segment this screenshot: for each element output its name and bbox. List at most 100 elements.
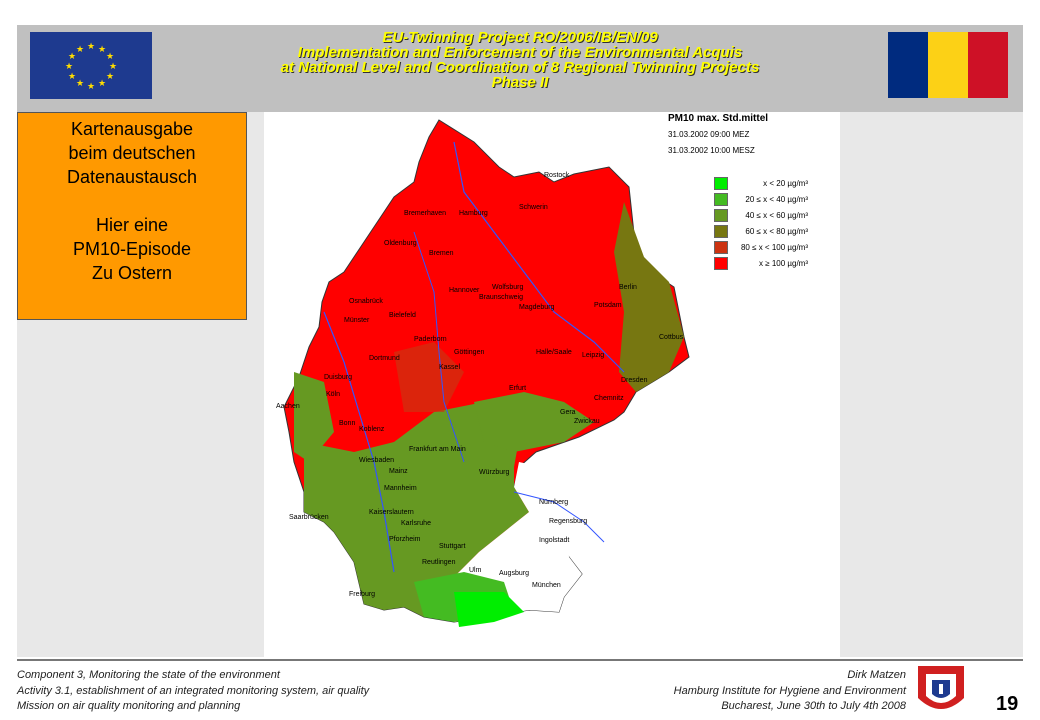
city-label: Hamburg	[459, 210, 488, 217]
romania-flag-icon	[888, 32, 1008, 98]
page-number: 19	[996, 693, 1019, 715]
pm10-map: Rostock Bremerhaven Hamburg Schwerin Old…	[264, 112, 840, 657]
svg-text:★: ★	[109, 62, 117, 72]
header-band	[17, 25, 1023, 112]
callout-line: Hier eine	[95, 215, 169, 235]
city-label: Magdeburg	[519, 304, 555, 311]
legend-date-2: 31.03.2002 10:00 MESZ	[668, 146, 755, 155]
legend-date-1: 31.03.2002 09:00 MEZ	[668, 130, 750, 139]
svg-text:★: ★	[98, 79, 106, 89]
legend-label: x ≥ 100 µg/m³	[758, 258, 808, 268]
project-title: EU-Twinning Project RO/2006/IB/EN/09 Imp…	[160, 30, 880, 90]
city-label: Freiburg	[349, 591, 376, 598]
svg-text:★: ★	[76, 79, 84, 89]
city-label: Nürnberg	[539, 499, 569, 506]
germany-map-graphic	[283, 119, 690, 627]
footer-right: Dirk Matzen Hamburg Institute for Hygien…	[674, 668, 906, 715]
title-line-1: EU-Twinning Project RO/2006/IB/EN/09	[382, 29, 658, 46]
legend-swatch	[714, 192, 728, 206]
city-label: Gera	[560, 409, 576, 416]
legend-item: 20 ≤ x < 40 µg/m³	[714, 192, 808, 206]
callout-line: Kartenausgabe	[70, 119, 194, 139]
city-label: Koblenz	[359, 426, 385, 433]
city-label: Regensburg	[549, 518, 588, 525]
callout-line: PM10-Episode	[72, 239, 192, 259]
legend-item: 80 ≤ x < 100 µg/m³	[714, 240, 808, 254]
callout-line: Datenaustausch	[66, 167, 198, 187]
svg-text:★: ★	[87, 42, 95, 52]
city-label: Dortmund	[369, 355, 400, 362]
flag-stripe-blue	[888, 32, 928, 98]
city-label: Zwickau	[574, 418, 600, 425]
city-label: Mannheim	[384, 485, 417, 492]
callout-line: beim deutschen	[68, 143, 196, 163]
city-label: Halle/Saale	[536, 349, 572, 356]
city-label: Wiesbaden	[359, 457, 395, 464]
svg-text:★: ★	[106, 72, 114, 82]
legend-label: 60 ≤ x < 80 µg/m³	[745, 226, 808, 236]
svg-text:★: ★	[76, 45, 84, 55]
footer-left-line-3: Mission on air quality monitoring and pl…	[17, 700, 241, 712]
city-label: Erfurt	[509, 385, 527, 392]
city-label: Frankfurt am Main	[409, 446, 466, 453]
city-label: Pforzheim	[389, 536, 421, 543]
legend-label: x < 20 µg/m³	[763, 178, 808, 188]
city-label: Osnabrück	[349, 298, 383, 305]
legend-swatch	[714, 224, 728, 238]
footer-left: Component 3, Monitoring the state of the…	[17, 668, 369, 715]
city-label: Aachen	[276, 403, 300, 410]
city-label: Hannover	[449, 287, 480, 294]
title-line-2: Implementation and Enforcement of the En…	[297, 44, 743, 61]
city-label: Kaiserslautern	[369, 509, 414, 516]
callout-line: Zu Ostern	[91, 263, 173, 283]
legend-title: PM10 max. Std.mittel	[668, 113, 769, 124]
footer-left-line-2: Activity 3.1, establishment of an integr…	[17, 684, 370, 697]
city-label: Göttingen	[454, 349, 485, 356]
city-label: Paderborn	[414, 336, 447, 343]
city-label: Bremen	[429, 250, 454, 257]
hamburg-institute-logo-icon	[918, 666, 964, 709]
city-label: Würzburg	[479, 469, 510, 476]
city-label: Reutlingen	[422, 559, 456, 566]
city-label: Mainz	[389, 468, 408, 475]
city-label: Dresden	[621, 377, 648, 384]
legend-label: 40 ≤ x < 60 µg/m³	[745, 210, 808, 220]
city-label: Münster	[344, 317, 370, 324]
city-label: Karlsruhe	[401, 520, 431, 527]
city-label: Kassel	[439, 364, 461, 371]
city-label: Leipzig	[582, 352, 605, 359]
city-label: Stuttgart	[439, 543, 466, 550]
callout-box: Kartenausgabe beim deutschen Datenaustau…	[17, 112, 247, 320]
title-line-3: at National Level and Coordination of 8 …	[280, 59, 760, 76]
svg-text:★: ★	[98, 45, 106, 55]
city-label: Schwerin	[519, 204, 548, 211]
city-label: Köln	[326, 391, 341, 398]
city-label: Wolfsburg	[492, 284, 524, 291]
city-label: Bremerhaven	[404, 210, 447, 217]
city-label: Ulm	[469, 567, 482, 574]
flag-stripe-yellow	[928, 32, 968, 98]
legend-label: 20 ≤ x < 40 µg/m³	[745, 194, 808, 204]
city-label: Ingolstadt	[539, 537, 570, 544]
city-label: Saarbrücken	[289, 514, 329, 521]
svg-text:★: ★	[87, 82, 95, 92]
svg-text:★: ★	[65, 62, 73, 72]
city-label: Duisburg	[324, 374, 353, 381]
city-label: München	[532, 582, 561, 589]
legend-label: 80 ≤ x < 100 µg/m³	[740, 242, 808, 252]
legend-swatch	[714, 208, 728, 222]
city-label: Bielefeld	[389, 312, 416, 319]
legend-swatch	[714, 176, 728, 190]
city-label: Potsdam	[594, 302, 622, 309]
legend-swatch	[714, 240, 728, 254]
city-label: Cottbus	[659, 334, 684, 341]
city-label: Rostock	[544, 172, 570, 179]
legend-item: 40 ≤ x < 60 µg/m³	[714, 208, 808, 222]
city-label: Berlin	[619, 284, 637, 291]
footer-right-line-3: Bucharest, June 30th to July 4th 2008	[721, 700, 906, 712]
flag-stripe-red	[968, 32, 1008, 98]
legend-swatch	[714, 256, 728, 270]
city-label: Braunschweig	[479, 294, 523, 301]
title-line-4: Phase II	[491, 74, 549, 91]
city-label: Chemnitz	[594, 395, 624, 402]
